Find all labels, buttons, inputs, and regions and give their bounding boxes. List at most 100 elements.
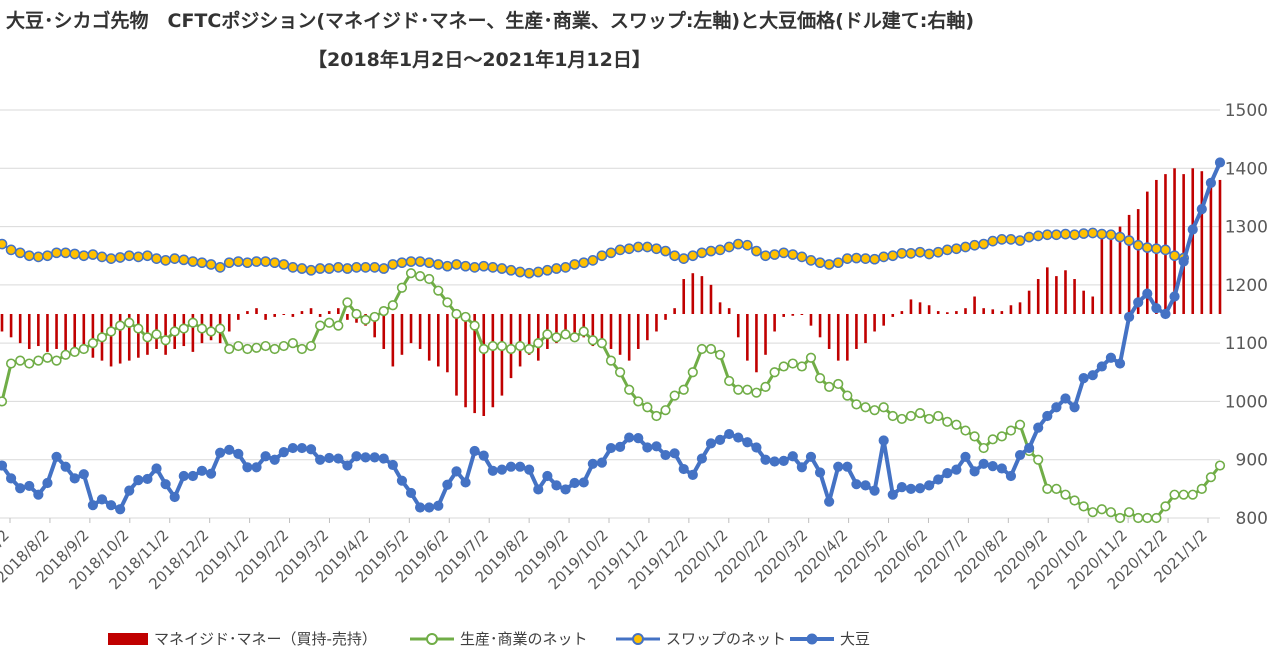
bar-managed-money: [291, 314, 295, 317]
point-soybean-price: [287, 442, 298, 454]
point-commercial-net: [1005, 425, 1017, 436]
point-swap-net: [1023, 231, 1035, 243]
point-swap-net: [14, 247, 26, 259]
bar-managed-money: [836, 314, 840, 361]
point-commercial-net: [796, 361, 807, 372]
point-soybean-price: [614, 441, 626, 452]
point-swap-net: [1169, 250, 1180, 262]
point-swap-net: [1078, 228, 1090, 239]
bar-managed-money: [882, 314, 885, 326]
point-soybean-price: [133, 475, 144, 486]
point-soybean-price: [978, 458, 989, 469]
point-soybean-price: [224, 444, 235, 455]
point-soybean-price: [1051, 402, 1062, 413]
bar-managed-money: [909, 299, 913, 314]
point-soybean-price: [15, 483, 26, 494]
point-swap-net: [878, 251, 890, 263]
point-swap-net: [569, 259, 580, 270]
point-swap-net: [78, 250, 90, 262]
point-soybean-price: [924, 480, 935, 491]
point-soybean-price: [260, 451, 271, 462]
point-commercial-net: [887, 410, 898, 422]
point-soybean-price: [751, 442, 762, 453]
bar-managed-money: [900, 311, 904, 314]
bar-managed-money: [27, 314, 31, 349]
bar-managed-money: [1027, 290, 1031, 314]
bar-managed-money: [591, 314, 595, 347]
point-commercial-net: [87, 338, 98, 349]
point-commercial-net: [278, 340, 289, 352]
point-swap-net: [778, 247, 790, 259]
point-swap-net: [260, 256, 271, 267]
point-soybean-price: [151, 463, 162, 474]
bar-managed-money: [946, 312, 949, 314]
point-soybean-price: [360, 452, 371, 463]
bar-managed-money: [727, 308, 731, 314]
point-swap-net: [1160, 244, 1171, 256]
point-soybean-price: [505, 461, 517, 472]
point-soybean-price: [296, 442, 308, 454]
point-swap-net: [578, 257, 590, 269]
bar-managed-money: [818, 314, 822, 338]
point-commercial-net: [151, 329, 162, 340]
point-soybean-price: [605, 442, 617, 454]
bar-managed-money: [482, 314, 486, 416]
point-soybean-price: [33, 489, 44, 500]
bar-managed-money: [337, 308, 340, 314]
bar-managed-money: [64, 314, 67, 355]
point-commercial-net: [860, 402, 871, 413]
point-commercial-net: [115, 320, 126, 331]
point-soybean-price: [478, 450, 489, 461]
point-soybean-price: [742, 437, 753, 448]
point-soybean-price: [805, 451, 817, 462]
point-commercial-net: [242, 343, 253, 355]
point-commercial-net: [560, 329, 571, 340]
point-soybean-price: [78, 469, 89, 480]
point-swap-net: [432, 259, 444, 270]
point-swap-net: [378, 263, 390, 274]
point-soybean-price: [860, 480, 871, 491]
bar-managed-money: [791, 314, 795, 316]
point-swap-net: [132, 251, 144, 263]
point-commercial-net: [696, 343, 707, 355]
point-swap-net: [5, 244, 17, 256]
point-commercial-net: [869, 405, 880, 416]
point-soybean-price: [714, 434, 726, 445]
point-commercial-net: [378, 305, 389, 317]
point-soybean-price: [1124, 311, 1135, 323]
point-commercial-net: [305, 340, 317, 352]
point-soybean-price: [1151, 303, 1162, 314]
bar-managed-money: [382, 314, 386, 349]
point-commercial-net: [1069, 495, 1080, 506]
point-swap-net: [451, 259, 462, 270]
point-swap-net: [932, 246, 944, 258]
point-swap-net: [205, 259, 217, 270]
bar-managed-money: [646, 314, 649, 341]
point-commercial-net: [215, 323, 226, 334]
point-soybean-price: [105, 500, 117, 511]
point-commercial-net: [1033, 454, 1044, 465]
point-commercial-net: [878, 402, 889, 413]
point-commercial-net: [669, 390, 680, 401]
point-swap-net: [178, 254, 190, 266]
point-swap-net: [687, 250, 699, 262]
point-soybean-price: [424, 502, 435, 513]
point-swap-net: [60, 247, 71, 259]
point-soybean-price: [887, 489, 898, 500]
bar-managed-money: [691, 273, 695, 314]
point-commercial-net: [542, 329, 553, 340]
point-commercial-net: [587, 335, 598, 346]
point-soybean-price: [1169, 291, 1180, 302]
point-soybean-price: [705, 438, 717, 449]
point-swap-net: [605, 247, 617, 259]
bar-managed-money: [527, 314, 531, 355]
point-soybean-price: [533, 484, 544, 495]
bar-managed-money: [891, 314, 895, 317]
bar-managed-money: [782, 314, 786, 317]
point-commercial-net: [160, 335, 171, 346]
point-soybean-price: [824, 496, 835, 507]
point-soybean-price: [515, 461, 526, 472]
point-soybean-price: [251, 462, 262, 473]
bar-managed-money: [264, 314, 267, 320]
point-commercial-net: [260, 340, 271, 352]
